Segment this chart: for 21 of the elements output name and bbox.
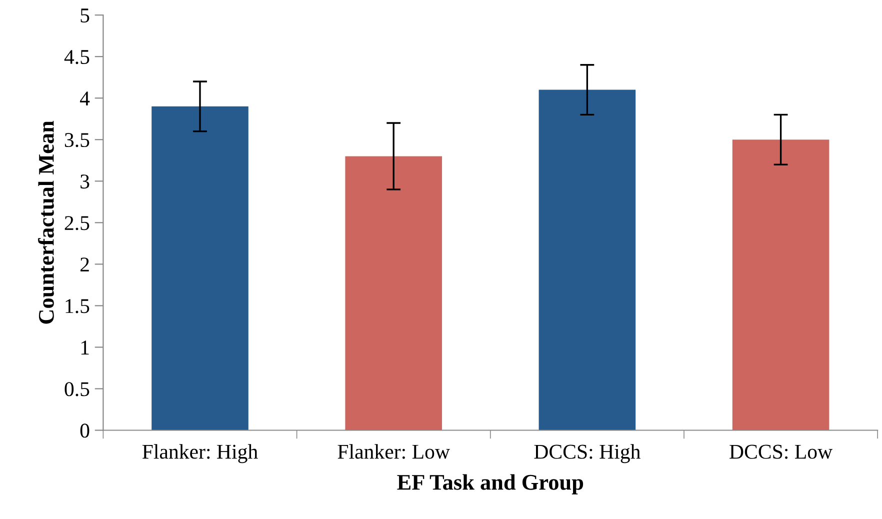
x-tick-label: Flanker: High [142,444,258,464]
y-tick-label: 5 [80,8,90,22]
y-tick-label: 3.5 [64,133,90,148]
y-tick-label: 1 [81,340,89,354]
y-tick-label: 2.5 [64,216,90,230]
x-tick-label: DCCS: Low [730,444,833,459]
bar [152,106,248,430]
y-tick-label: 3 [80,174,90,189]
bar [345,156,442,430]
y-axis-title: Counterfactual Mean [38,120,54,324]
y-tick-label: 1.5 [66,299,90,314]
x-axis-title: EF Task and Group [397,474,584,494]
y-tick-label: 4 [80,92,90,106]
y-tick-label: 0.5 [64,382,90,396]
y-tick-label: 4.5 [64,50,90,64]
bar [732,140,830,430]
y-tick-label: 0 [80,424,90,438]
x-tick-label: Flanker: Low [338,444,450,459]
x-tick-label: DCCS: High [534,444,640,464]
y-tick-label: 2 [80,258,89,272]
bar [538,90,636,430]
